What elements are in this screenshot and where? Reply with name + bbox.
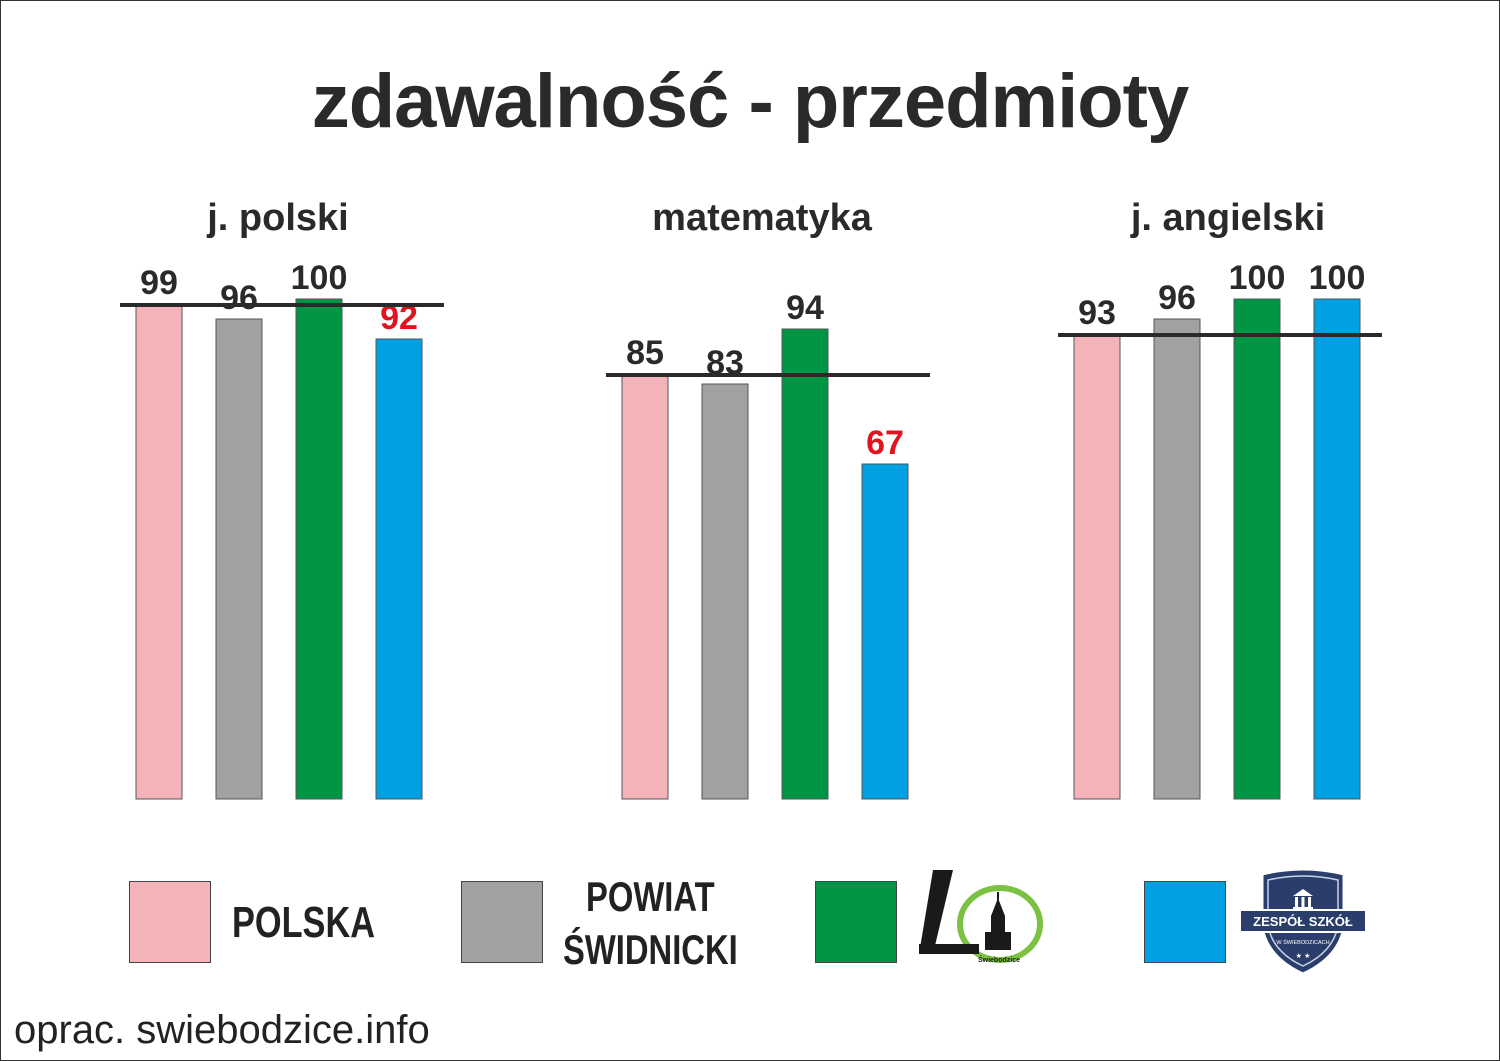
value-label-j-polski-1: 96 [220, 279, 258, 317]
bar-j-angielski-1 [1153, 318, 1201, 800]
legend-swatch-polska [129, 881, 211, 963]
value-label-j-angielski-0: 93 [1078, 294, 1116, 332]
bar-j-polski-1 [215, 318, 263, 800]
school-l-logo: Świebodzice [919, 870, 1043, 964]
bar-matematyka-1 [701, 383, 749, 800]
value-label-matematyka-0: 85 [626, 334, 664, 372]
zespol-szkol-shield-logo: ZESPÓŁ SZKÓŁ W ŚWIEBODZICACH ★ ★ [1239, 867, 1367, 976]
zespol-szkol-logo-text: ZESPÓŁ SZKÓŁ [1253, 914, 1353, 929]
group-label-j-angielski: j. angielski [1130, 197, 1325, 239]
legend-swatch-powiat [461, 881, 543, 963]
bar-matematyka-0 [621, 373, 669, 800]
bar-matematyka-3 [861, 463, 909, 800]
bar-j-angielski-3 [1313, 298, 1361, 800]
bar-j-angielski-0 [1073, 333, 1121, 800]
legend-label-powiat-line2: ŚWIDNICKI [563, 926, 738, 973]
value-label-j-angielski-3: 100 [1309, 259, 1366, 297]
credit-text: oprac. swiebodzice.info [14, 1008, 430, 1052]
value-label-j-angielski-1: 96 [1158, 279, 1196, 317]
bar-j-polski-3 [375, 338, 423, 800]
legend-label-polska: POLSKA [232, 898, 376, 947]
group-label-matematyka: matematyka [652, 197, 873, 239]
legend-label-powiat-line1: POWIAT [586, 873, 715, 920]
value-label-matematyka-3: 67 [866, 424, 904, 462]
group-label-j-polski: j. polski [206, 197, 348, 239]
legend-swatch-zespol-szkol [1144, 881, 1226, 963]
chart-title: zdawalność - przedmioty [311, 59, 1190, 144]
bar-matematyka-2 [781, 328, 829, 800]
bar-j-polski-2 [295, 298, 343, 800]
bar-j-polski-0 [135, 303, 183, 800]
value-label-j-polski-2: 100 [291, 259, 348, 297]
school-l-logo-caption: Świebodzice [978, 955, 1020, 964]
value-label-matematyka-2: 94 [786, 289, 824, 327]
value-label-j-polski-0: 99 [140, 264, 178, 302]
zespol-szkol-logo-subtext: W ŚWIEBODZICACH [1276, 938, 1329, 946]
legend-swatch-school-l [815, 881, 897, 963]
svg-text:★ ★: ★ ★ [1296, 952, 1311, 960]
value-label-j-angielski-2: 100 [1229, 259, 1286, 297]
bar-j-angielski-2 [1233, 298, 1281, 800]
